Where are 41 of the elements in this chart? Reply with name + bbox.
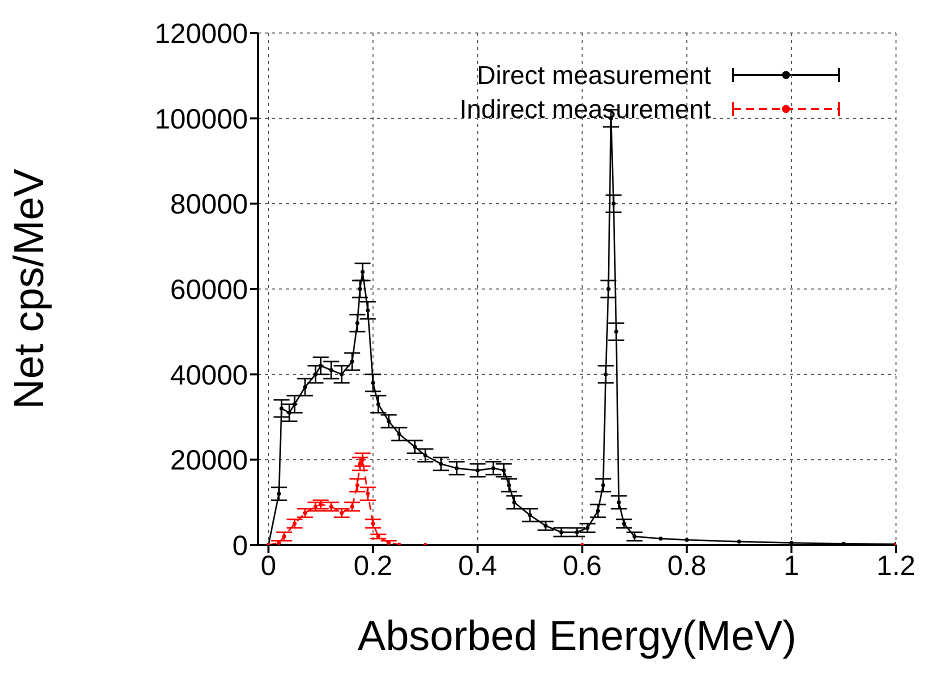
legend-label: Indirect measurement xyxy=(460,93,711,126)
point xyxy=(340,372,344,376)
x-tick-label: 0.6 xyxy=(562,550,602,581)
point xyxy=(280,406,284,410)
point xyxy=(604,372,608,376)
point xyxy=(329,368,334,372)
y-tick-label: 0 xyxy=(232,530,248,561)
x-tick-label: 0 xyxy=(260,550,276,581)
point xyxy=(612,202,616,206)
point xyxy=(355,321,360,326)
y-tick-label: 100000 xyxy=(154,103,248,134)
x-tick-label: 0.4 xyxy=(458,550,498,581)
y-tick-label: 80000 xyxy=(170,188,248,220)
point xyxy=(606,287,610,291)
point xyxy=(614,330,618,334)
legend-label: Direct measurement xyxy=(476,59,711,92)
point xyxy=(318,364,323,368)
x-tick-label: 1 xyxy=(784,550,800,581)
point xyxy=(350,360,354,364)
x-tick-label: 0.8 xyxy=(667,550,706,581)
x-axis-title: Absorbed Energy(MeV) xyxy=(358,612,796,659)
y-tick-label: 40000 xyxy=(170,359,248,390)
point xyxy=(287,410,292,415)
point xyxy=(371,380,376,385)
point xyxy=(358,287,362,291)
y-axis-title: Net cps/MeV xyxy=(4,168,52,410)
x-tick-label: 0.2 xyxy=(354,550,393,581)
point xyxy=(360,270,365,274)
point xyxy=(366,308,370,312)
point xyxy=(386,419,391,424)
point xyxy=(314,372,318,376)
point xyxy=(397,432,402,436)
point xyxy=(292,402,297,406)
point xyxy=(376,402,380,406)
point xyxy=(412,444,417,449)
y-tick-label: 60000 xyxy=(170,274,248,305)
point xyxy=(423,453,428,458)
point xyxy=(303,385,308,390)
y-tick-label: 120000 xyxy=(154,18,248,49)
y-tick-label: 20000 xyxy=(170,444,248,476)
x-tick-label: 1.2 xyxy=(876,550,916,581)
